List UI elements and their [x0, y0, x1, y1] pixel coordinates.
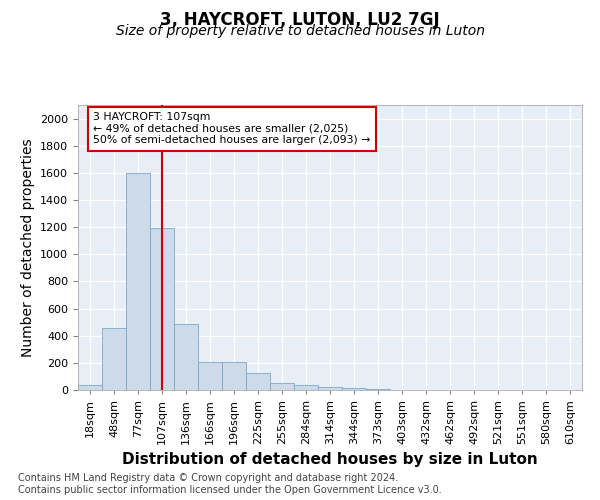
X-axis label: Distribution of detached houses by size in Luton: Distribution of detached houses by size … [122, 452, 538, 468]
Text: Size of property relative to detached houses in Luton: Size of property relative to detached ho… [115, 24, 485, 38]
Bar [102, 328, 126, 390]
Bar [246, 373, 270, 390]
Bar [222, 362, 246, 390]
Bar [342, 388, 366, 390]
Bar [174, 324, 198, 390]
Bar [198, 362, 222, 390]
Bar [294, 385, 318, 390]
Bar [126, 173, 150, 390]
Text: 3, HAYCROFT, LUTON, LU2 7GJ: 3, HAYCROFT, LUTON, LU2 7GJ [160, 11, 440, 29]
Text: 3 HAYCROFT: 107sqm
← 49% of detached houses are smaller (2,025)
50% of semi-deta: 3 HAYCROFT: 107sqm ← 49% of detached hou… [93, 112, 370, 146]
Text: Contains HM Land Registry data © Crown copyright and database right 2024.
Contai: Contains HM Land Registry data © Crown c… [18, 474, 442, 495]
Bar [78, 385, 102, 390]
Bar [318, 387, 342, 390]
Y-axis label: Number of detached properties: Number of detached properties [20, 138, 35, 357]
Bar [150, 228, 174, 390]
Bar [270, 384, 294, 390]
Bar [366, 389, 390, 390]
